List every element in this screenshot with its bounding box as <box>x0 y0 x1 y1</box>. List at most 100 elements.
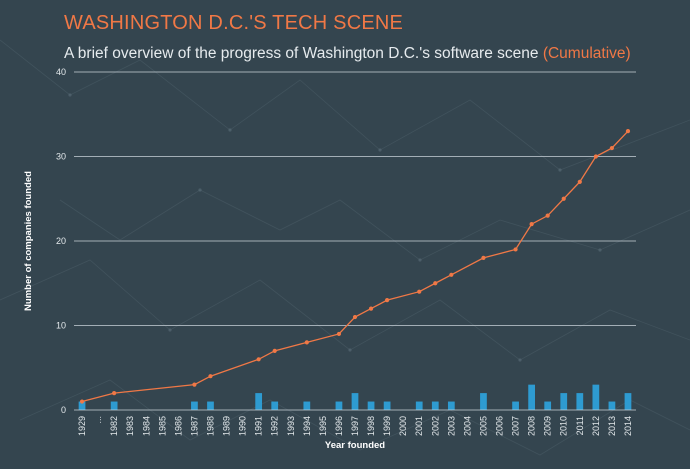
x-tick-label: 2004 <box>462 416 472 436</box>
bar <box>560 393 568 410</box>
grid-lines <box>74 71 636 326</box>
x-tick-label: 2007 <box>511 416 521 436</box>
bar <box>303 401 311 410</box>
y-tick-label: 20 <box>56 236 66 246</box>
x-tick-label: 1984 <box>141 416 151 436</box>
bar <box>447 401 455 410</box>
line-point <box>352 314 358 320</box>
bar <box>78 401 86 410</box>
line-point <box>79 399 85 404</box>
x-tick-label: 1982 <box>109 416 119 436</box>
bar <box>528 384 536 410</box>
x-tick-label: 1999 <box>382 416 392 436</box>
y-axis-ticks: 0 10 20 30 40 <box>56 67 66 415</box>
x-tick-label: 2002 <box>430 416 440 436</box>
line-point <box>304 340 309 345</box>
bar <box>592 384 600 410</box>
line-point <box>192 382 197 387</box>
line-point <box>433 281 438 286</box>
x-tick-label: ... <box>93 416 103 424</box>
subtitle-text: A brief overview of the progress of Wash… <box>64 45 539 62</box>
x-tick-label: 1996 <box>334 416 344 436</box>
x-tick-label: 2008 <box>527 416 537 436</box>
x-tick-label: 1990 <box>238 416 248 436</box>
x-tick-label: 2006 <box>495 416 505 436</box>
bar-series <box>78 384 632 410</box>
x-axis-label: Year founded <box>325 440 385 451</box>
bar <box>608 401 616 410</box>
y-axis-label: Number of companies founded <box>23 171 34 311</box>
line-point <box>449 272 454 277</box>
x-tick-label: 1929 <box>77 416 87 436</box>
x-tick-label: 1993 <box>286 416 296 436</box>
x-tick-label: 2005 <box>478 416 488 436</box>
bar <box>383 401 391 410</box>
chart-subtitle: A brief overview of the progress of Wash… <box>64 45 631 63</box>
x-tick-label: 1995 <box>318 416 328 436</box>
x-tick-label: 1983 <box>125 416 135 436</box>
x-tick-label: 2010 <box>559 416 569 436</box>
line-point <box>577 179 582 184</box>
line-point <box>625 129 631 134</box>
x-tick-label: 1991 <box>254 416 264 436</box>
x-tick-label: 2013 <box>607 416 617 436</box>
x-tick-label: 1989 <box>222 416 232 436</box>
line-point <box>609 145 615 151</box>
x-tick-label: 2009 <box>543 416 553 436</box>
bar <box>544 401 552 410</box>
line-point <box>368 306 374 311</box>
bar <box>576 393 584 410</box>
line-point <box>208 374 213 379</box>
bar <box>271 401 279 410</box>
y-tick-label: 40 <box>56 67 66 77</box>
y-tick-label: 30 <box>56 152 66 162</box>
bar <box>351 393 359 410</box>
bar <box>335 401 343 410</box>
x-axis-ticks: 1929... 1982 1983 1984 1985 1986 1987 1988 1989 1… <box>77 416 633 436</box>
bar <box>431 401 439 410</box>
bar <box>110 401 118 410</box>
line-series <box>79 129 631 404</box>
line-point <box>561 196 566 201</box>
bar <box>367 401 375 410</box>
y-tick-label: 0 <box>61 405 66 415</box>
x-tick-label: 1985 <box>157 416 167 436</box>
line-point <box>545 213 550 218</box>
line-point <box>385 298 390 303</box>
bar <box>624 393 632 410</box>
chart-title: WASHINGTON D.C.'S TECH SCENE <box>64 12 404 34</box>
x-tick-label: 1992 <box>270 416 280 436</box>
line-point <box>593 154 598 159</box>
bar <box>255 393 263 410</box>
bar <box>415 401 423 410</box>
line-point <box>112 391 117 396</box>
line-point <box>481 255 486 260</box>
x-tick-label: 1986 <box>173 416 183 436</box>
line-point <box>417 289 422 294</box>
x-tick-label: 1997 <box>350 416 360 436</box>
x-tick-label: 1988 <box>205 416 215 436</box>
line-point <box>336 331 342 337</box>
subtitle-highlight: (Cumulative) <box>542 45 631 62</box>
x-tick-label: 2012 <box>591 416 601 436</box>
line-point <box>256 357 261 362</box>
bar <box>480 393 487 410</box>
x-tick-label: 2000 <box>398 416 408 436</box>
line-point <box>513 247 518 252</box>
line-point <box>529 222 534 227</box>
bar <box>512 401 519 410</box>
x-tick-label: 2001 <box>414 416 424 436</box>
x-tick-label: 1998 <box>366 416 376 436</box>
x-tick-label: 2014 <box>623 416 633 436</box>
y-tick-label: 10 <box>56 321 66 331</box>
x-tick-label: 1994 <box>302 416 312 436</box>
x-tick-label: 2003 <box>446 416 456 436</box>
x-tick-label: 2011 <box>575 416 585 435</box>
bar <box>207 401 214 410</box>
x-tick-label: 1987 <box>189 416 199 436</box>
line-point <box>272 348 277 353</box>
bar <box>191 401 198 410</box>
cumulative-line <box>81 130 629 403</box>
